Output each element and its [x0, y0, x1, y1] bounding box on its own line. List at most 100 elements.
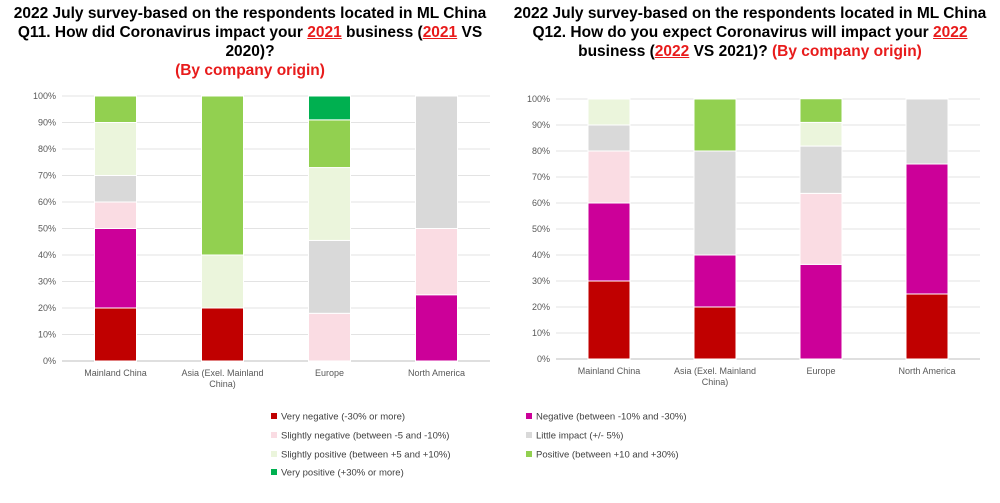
right-bar-segment	[799, 145, 843, 194]
right-bar-segment	[799, 98, 843, 123]
left-bar-segment	[308, 167, 351, 241]
left-y-tick-label: 30%	[38, 277, 56, 287]
right-bar-segment	[905, 293, 949, 360]
legend-label: Positive (between +10 and +30%)	[536, 450, 679, 461]
right-chart-title: 2022 July survey-based on the respondent…	[500, 4, 1000, 61]
right-title-subtitle: (By company origin)	[772, 43, 922, 60]
legend-label: Very positive (+30% or more)	[281, 468, 404, 479]
right-title-line3-text: business (	[578, 43, 655, 60]
left-bar-segment	[308, 239, 351, 314]
left-bar-segment	[94, 175, 137, 203]
right-category-label: Europe	[806, 366, 835, 376]
left-bar-segment	[201, 307, 244, 362]
legend-swatch	[271, 413, 277, 419]
left-bar-segment	[308, 95, 351, 121]
right-bar-segment	[693, 306, 737, 360]
right-y-tick-label: 50%	[532, 224, 550, 234]
right-bar-segment	[693, 254, 737, 308]
left-bar-segment	[415, 294, 458, 362]
left-title-line1: 2022 July survey-based on the respondent…	[13, 5, 487, 22]
left-bar-segment	[308, 119, 351, 169]
left-y-tick-label: 40%	[38, 250, 56, 260]
right-y-tick-label: 60%	[532, 198, 550, 208]
left-category-label: North America	[408, 368, 465, 378]
right-title-line1: 2022 July survey-based on the respondent…	[513, 5, 987, 22]
left-bar-segment	[94, 122, 137, 176]
right-title-year: 2022	[933, 24, 968, 41]
right-title-line3: business (2022 VS 2021)? (By company ori…	[500, 42, 1000, 61]
right-title-line2-text: Q12. How do you expect Coronavirus will …	[532, 24, 934, 41]
left-title-line2-text: Q11. How did Coronavirus impact your	[17, 24, 308, 41]
right-y-tick-label: 70%	[532, 172, 550, 182]
legend-swatch	[526, 413, 532, 419]
left-bar-segment	[308, 312, 351, 362]
left-title-year: 2021	[307, 24, 342, 41]
left-title-line2-text-c: VS 2020)?	[225, 24, 483, 60]
right-category-label: North America	[898, 366, 955, 376]
left-y-tick-label: 50%	[38, 224, 56, 234]
legend-swatch	[526, 432, 532, 438]
legend-swatch	[526, 451, 532, 457]
right-title-line2: Q12. How do you expect Coronavirus will …	[500, 23, 1000, 42]
right-bar-segment	[799, 192, 843, 265]
right-y-tick-label: 80%	[532, 146, 550, 156]
left-bar-segment	[201, 95, 244, 256]
right-bar-segment	[693, 98, 737, 152]
right-y-tick-label: 40%	[532, 250, 550, 260]
left-bar-segment	[94, 228, 137, 309]
right-category-label: Mainland China	[578, 366, 641, 376]
legend-swatch	[271, 451, 277, 457]
left-title-line3: (By company origin)	[175, 62, 325, 79]
left-bar-segment	[415, 95, 458, 229]
legend-swatch	[271, 432, 277, 438]
right-y-tick-label: 20%	[532, 302, 550, 312]
right-bar-segment	[799, 263, 843, 360]
right-bar-segment	[905, 98, 949, 165]
legend-label: Very negative (-30% or more)	[281, 412, 405, 423]
right-y-tick-label: 30%	[532, 276, 550, 286]
left-bar-segment	[201, 254, 244, 309]
right-y-tick-label: 90%	[532, 120, 550, 130]
left-title-line2-text-b: business (	[341, 24, 423, 41]
left-y-tick-label: 70%	[38, 171, 56, 181]
left-category-label: China)	[209, 379, 236, 389]
left-title-line2: Q11. How did Coronavirus impact your 202…	[0, 23, 500, 61]
right-category-label: China)	[702, 377, 729, 387]
right-title-year2: 2022	[654, 43, 690, 60]
right-bar-segment	[693, 150, 737, 256]
legend-label: Slightly positive (between +5 and +10%)	[281, 450, 451, 461]
right-title-line3-text-b: VS 2021)?	[689, 43, 772, 60]
right-category-label: Asia (Exel. Mainland	[674, 366, 756, 376]
left-title-year2: 2021	[422, 24, 458, 41]
right-y-tick-label: 10%	[532, 328, 550, 338]
left-y-tick-label: 60%	[38, 197, 56, 207]
left-y-tick-label: 10%	[38, 330, 56, 340]
left-category-label: Asia (Exel. Mainland	[181, 368, 263, 378]
left-bar-segment	[415, 228, 458, 296]
left-y-tick-label: 20%	[38, 303, 56, 313]
right-y-tick-label: 100%	[527, 94, 550, 104]
right-bar-segment	[587, 124, 631, 152]
right-bar-segment	[799, 121, 843, 147]
left-bar-segment	[94, 307, 137, 362]
right-bar-segment	[587, 202, 631, 282]
legend-label: Negative (between -10% and -30%)	[536, 412, 687, 423]
left-category-label: Europe	[315, 368, 344, 378]
left-y-tick-label: 0%	[43, 356, 56, 366]
legend-swatch	[271, 469, 277, 475]
left-y-tick-label: 90%	[38, 118, 56, 128]
left-chart-title: 2022 July survey-based on the respondent…	[0, 4, 500, 80]
right-y-tick-label: 0%	[537, 354, 550, 364]
left-category-label: Mainland China	[84, 368, 147, 378]
left-y-tick-label: 100%	[33, 91, 56, 101]
left-y-tick-label: 80%	[38, 144, 56, 154]
right-bar-segment	[587, 150, 631, 204]
right-bar-segment	[587, 98, 631, 126]
left-bar-segment	[94, 95, 137, 123]
legend-label: Little impact (+/- 5%)	[536, 431, 623, 442]
right-bar-segment	[587, 280, 631, 360]
right-bar-segment	[905, 163, 949, 295]
legend-label: Slightly negative (between -5 and -10%)	[281, 431, 449, 442]
left-bar-segment	[94, 201, 137, 229]
